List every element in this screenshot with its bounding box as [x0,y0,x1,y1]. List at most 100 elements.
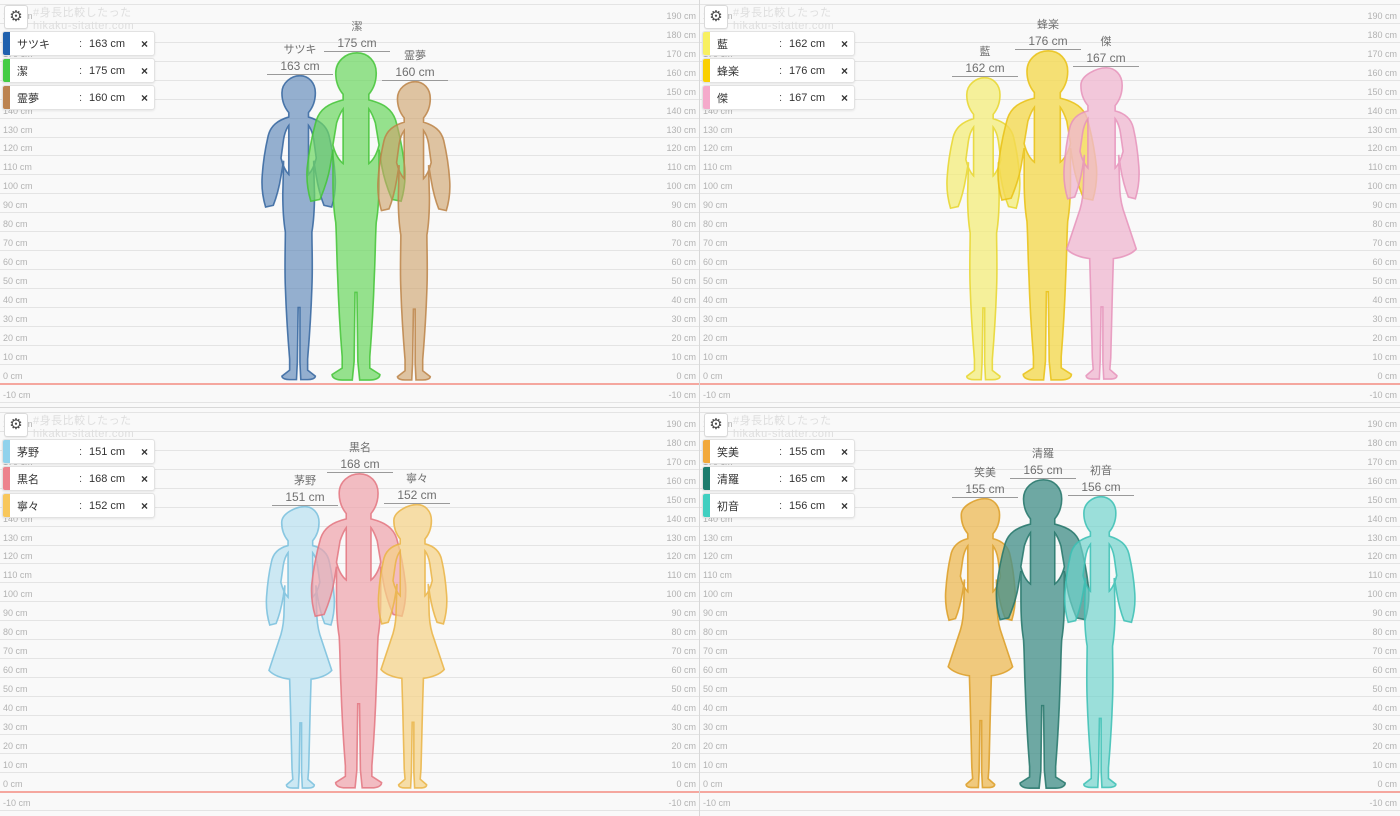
axis-label-left: 30 cm [703,722,728,733]
axis-label-right: 40 cm [671,295,696,306]
remove-person-button[interactable]: × [140,63,148,78]
person-silhouette-清羅 [987,478,1100,791]
axis-label-right: 150 cm [1367,494,1397,505]
zero-baseline [0,383,699,385]
legend-separator: : [779,64,783,77]
axis-label-right: 170 cm [666,48,696,59]
settings-button[interactable]: ⚙ [4,5,28,29]
remove-person-button[interactable]: × [140,498,148,513]
gridline--10cm [700,809,1400,811]
axis-label-left: 50 cm [703,276,728,287]
axis-label-left: 30 cm [703,314,728,325]
legend-item-茅野: 茅野:151 cm × [2,439,155,464]
person-height-label: 霊夢 160 cm [370,50,460,81]
axis-label-left: 100 cm [3,181,33,192]
axis-label-left: 30 cm [3,314,28,325]
axis-label-left: 80 cm [3,627,28,638]
person-height-text: 156 cm [1068,480,1134,497]
gridline-190cm [0,430,699,432]
person-silhouette-霊夢 [373,80,457,383]
legend-item-清羅: 清羅:165 cm × [702,466,855,491]
axis-label-right: 180 cm [666,437,696,448]
axis-label-right: 160 cm [666,67,696,78]
axis-label-right: 80 cm [671,627,696,638]
gridline-190cm [700,430,1400,432]
remove-person-button[interactable]: × [140,444,148,459]
remove-person-button[interactable]: × [840,63,848,78]
remove-person-button[interactable]: × [840,498,848,513]
remove-person-button[interactable]: × [140,36,148,51]
site-watermark: #身長比較したった hikaku-sitatter.com [33,415,134,441]
remove-person-button[interactable]: × [840,36,848,51]
settings-button[interactable]: ⚙ [704,5,728,29]
site-watermark: #身長比較したった hikaku-sitatter.com [733,415,834,441]
legend-item-傑: 傑:167 cm × [702,85,855,110]
remove-person-button[interactable]: × [840,90,848,105]
axis-label-left: 20 cm [703,741,728,752]
axis-label-left: 70 cm [3,646,28,657]
axis-label-left: 110 cm [3,570,32,581]
legend-separator: : [779,472,783,485]
settings-button[interactable]: ⚙ [704,413,728,437]
remove-person-button[interactable]: × [840,471,848,486]
axis-label-right: 200 cm [666,0,696,3]
gridline--10cm [0,401,699,403]
legend-height-value: 167 cm [789,91,826,104]
axis-label-right: 60 cm [671,665,696,676]
axis-label-right: 100 cm [1367,589,1397,600]
remove-person-button[interactable]: × [140,90,148,105]
legend-separator: : [79,499,83,512]
axis-label-right: 60 cm [671,257,696,268]
legend-color-swatch [703,86,710,109]
axis-label-right: 140 cm [666,105,696,116]
legend-color-swatch [703,494,710,517]
axis-label-right: 160 cm [1367,67,1397,78]
axis-label-right: 190 cm [666,10,696,21]
remove-person-button[interactable]: × [140,471,148,486]
person-height-text: 152 cm [384,488,450,504]
person-silhouette-寧々 [373,503,461,791]
person-name-text: 黒名 [349,442,371,455]
gridline-190cm [0,22,699,24]
remove-person-button[interactable]: × [840,444,848,459]
axis-label-left: 110 cm [703,570,732,581]
axis-label-left: 130 cm [703,124,733,135]
settings-button[interactable]: ⚙ [4,413,28,437]
axis-label-left: 10 cm [3,352,28,363]
axis-label-left: 200 cm [3,408,33,411]
axis-label-left: 130 cm [703,532,733,543]
legend-color-swatch [703,59,710,82]
legend-person-name: 潔 [17,65,28,78]
axis-label-left: 100 cm [703,181,733,192]
axis-label-right: 90 cm [671,200,696,211]
axis-label-right: 130 cm [666,124,696,135]
axis-label-left: 90 cm [703,608,728,619]
legend-person-name: 茅野 [17,446,39,459]
axis-label-right: -10 cm [668,797,696,808]
axis-label-left: 140 cm [3,105,33,116]
axis-label-left: 50 cm [3,684,28,695]
axis-label-right: 120 cm [1367,143,1397,154]
axis-label-right: 80 cm [671,219,696,230]
axis-label-left: 10 cm [703,760,728,771]
site-watermark: #身長比較したった hikaku-sitatter.com [733,7,834,33]
axis-label-left: 20 cm [3,333,28,344]
gridline-180cm [700,41,1400,43]
axis-label-right: 130 cm [1367,124,1397,135]
legend-item-笑美: 笑美:155 cm × [702,439,855,464]
axis-label-right: -10 cm [1369,797,1397,808]
person-height-label: 初音 156 cm [1056,465,1146,497]
axis-label-right: 190 cm [1367,418,1397,429]
axis-label-right: 160 cm [1367,475,1397,486]
person-height-text: 160 cm [382,65,448,81]
person-silhouette-傑 [1058,66,1155,383]
axis-label-right: 0 cm [1377,371,1397,381]
axis-label-right: 70 cm [671,238,696,249]
axis-label-left: -10 cm [703,797,731,808]
person-name-text: 笑美 [974,467,996,480]
legend-item-黒名: 黒名:168 cm × [2,466,155,491]
legend-person-name: 蜂楽 [717,65,739,78]
